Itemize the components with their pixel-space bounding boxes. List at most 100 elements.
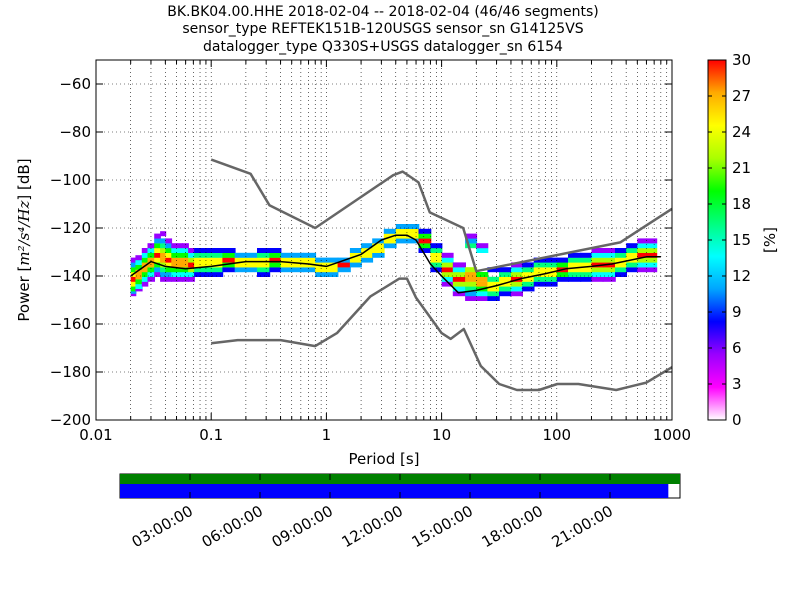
density-cell <box>452 291 466 297</box>
density-cell <box>395 238 408 244</box>
density-cell <box>194 262 201 268</box>
density-cell <box>303 252 317 258</box>
density-cell <box>154 262 161 268</box>
density-cell <box>245 257 258 263</box>
density-cell <box>141 281 149 287</box>
density-cell <box>452 281 466 287</box>
density-cell <box>465 276 478 282</box>
density-cell <box>591 272 604 277</box>
y-axis-label-math: m²/s⁴/Hz <box>15 200 33 265</box>
y-tick-label: −120 <box>50 219 91 237</box>
colorbar-tick-label: 24 <box>732 123 751 141</box>
density-cell <box>568 276 582 282</box>
density-cell <box>487 281 500 287</box>
density-cell <box>222 248 236 253</box>
density-cell <box>487 276 500 282</box>
y-axis-label-suffix: ] [dB] <box>15 158 33 200</box>
density-cell <box>176 272 183 277</box>
density-cell <box>154 252 161 258</box>
x-tick-label: 0.01 <box>79 426 112 444</box>
density-cell <box>171 257 178 263</box>
density-cell <box>556 257 569 263</box>
density-cell <box>591 262 604 268</box>
mode-line <box>130 234 661 294</box>
density-cell <box>646 238 658 244</box>
density-cell <box>205 262 212 268</box>
density-cell <box>194 252 201 258</box>
density-cell <box>430 243 443 249</box>
density-cell <box>476 272 489 277</box>
density-cell <box>211 267 224 273</box>
density-cell <box>234 257 247 263</box>
density-cell <box>487 296 500 301</box>
density-cell <box>487 267 500 273</box>
density-cell <box>165 276 173 282</box>
density-cell <box>245 252 258 258</box>
density-cell <box>160 267 167 273</box>
timeline-tick-label: 12:00:00 <box>339 502 406 551</box>
density-cell <box>349 248 362 253</box>
density-cell <box>452 286 466 292</box>
density-cell <box>141 257 149 263</box>
density-cell <box>499 276 512 282</box>
density-cell <box>141 248 149 253</box>
density-cell <box>176 243 183 249</box>
density-cell <box>176 276 183 282</box>
density-cell <box>637 252 648 258</box>
timeline-tick-label: 18:00:00 <box>479 502 546 551</box>
density-cell <box>141 252 149 258</box>
density-cell <box>580 262 593 268</box>
density-cell <box>430 252 443 258</box>
density-cell <box>568 252 582 258</box>
density-cell <box>465 291 478 297</box>
timeline-tick-label: 03:00:00 <box>129 502 196 551</box>
density-cells <box>130 224 658 301</box>
density-cell <box>291 262 305 268</box>
density-cell <box>165 257 173 263</box>
density-cell <box>234 267 247 273</box>
colorbar-tick-label: 3 <box>732 375 742 393</box>
density-cell <box>160 231 167 237</box>
density-cell <box>205 248 212 253</box>
density-cell <box>580 267 593 273</box>
density-cell <box>465 272 478 277</box>
density-cell <box>568 262 582 268</box>
density-cell <box>395 224 408 229</box>
density-cell <box>545 267 558 273</box>
density-cell <box>499 286 512 292</box>
density-cell <box>337 262 351 268</box>
density-cell <box>171 262 178 268</box>
timeline-tick-label: 09:00:00 <box>269 502 336 551</box>
density-cell <box>465 233 478 239</box>
density-cell <box>602 252 616 258</box>
density-cell <box>395 228 408 234</box>
density-cell <box>499 291 512 297</box>
density-cell <box>465 243 478 249</box>
x-tick-label: 10 <box>432 426 451 444</box>
density-cell <box>280 267 293 273</box>
density-cell <box>257 252 271 258</box>
density-cell <box>135 264 143 270</box>
density-cell <box>522 262 535 268</box>
density-cell <box>383 238 397 244</box>
density-cell <box>222 257 236 263</box>
density-cell <box>176 248 183 253</box>
density-cell <box>615 248 627 253</box>
density-cell <box>383 243 397 249</box>
density-cell <box>465 267 478 273</box>
density-cell <box>580 257 593 263</box>
density-cell <box>154 233 161 239</box>
density-cell <box>511 291 523 297</box>
density-cell <box>176 262 183 268</box>
density-cell <box>326 272 339 277</box>
density-cell <box>646 252 658 258</box>
colorbar-tick-label: 9 <box>732 303 742 321</box>
density-cell <box>487 286 500 292</box>
density-cell <box>160 276 167 282</box>
density-cell <box>615 252 627 258</box>
density-cell <box>361 257 374 263</box>
density-cell <box>171 272 178 277</box>
density-cell <box>291 257 305 263</box>
density-cell <box>188 276 195 282</box>
